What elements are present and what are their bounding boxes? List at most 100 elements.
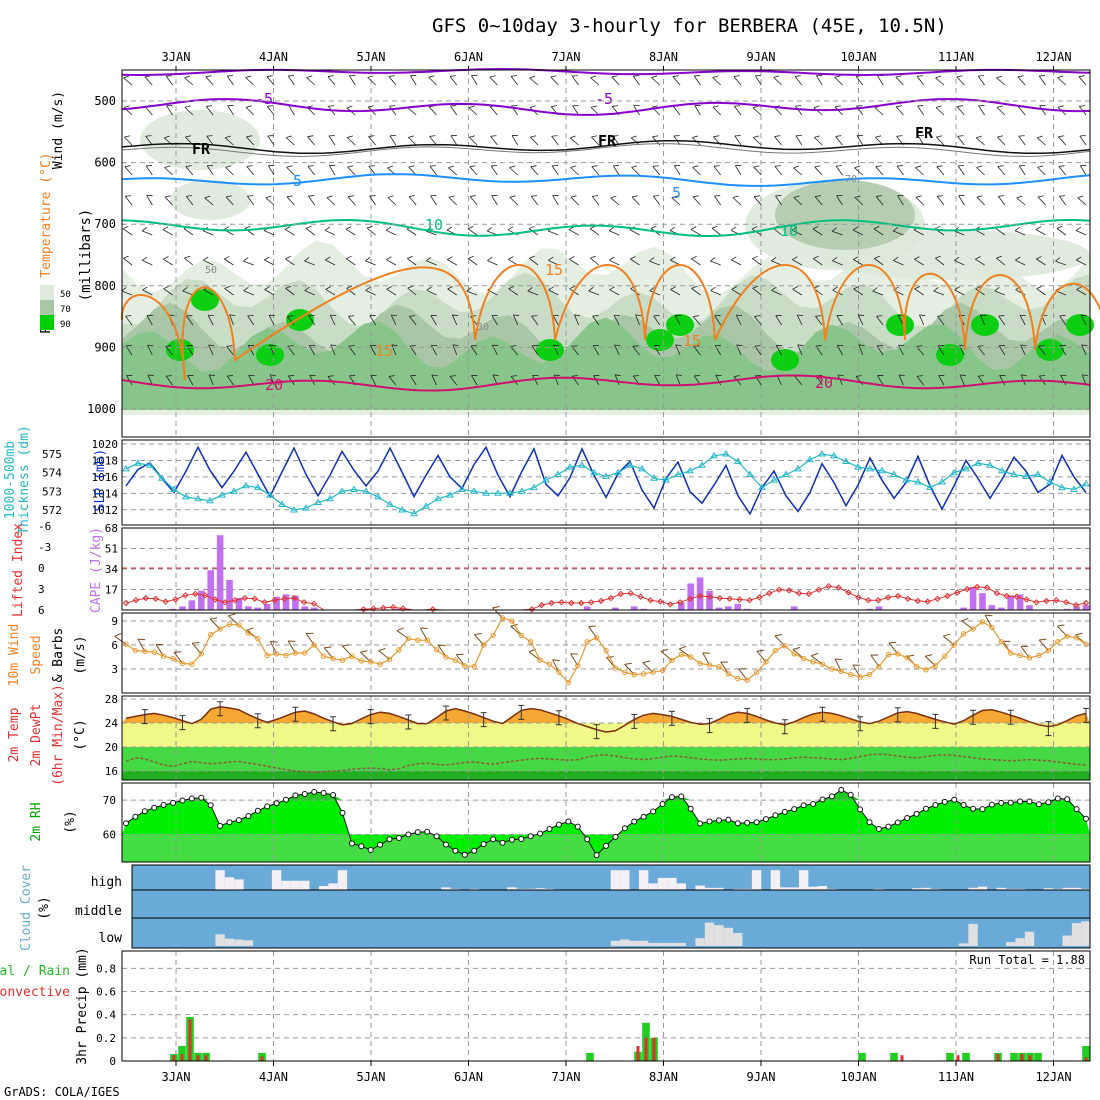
wind-barb-feather xyxy=(347,135,353,138)
wind-barb xyxy=(1080,314,1087,326)
rh-marker xyxy=(330,792,337,798)
wind-barb-feather xyxy=(529,105,536,108)
cape-bar xyxy=(743,608,751,610)
wind-barb-feather xyxy=(1081,344,1088,347)
wind-barb-staff xyxy=(243,290,254,296)
wind-barb-feather xyxy=(146,165,152,167)
wind-barb xyxy=(307,135,316,146)
wind-barb-feather xyxy=(752,285,759,289)
wind-barb-feather xyxy=(934,225,941,230)
wind-barb xyxy=(224,285,234,296)
wind10m-frame xyxy=(121,612,1091,694)
wind-barb-feather xyxy=(471,375,478,376)
wind-barb xyxy=(553,344,560,356)
wind-barb-staff xyxy=(530,196,539,206)
wind-barb-feather xyxy=(1039,75,1046,77)
wind-barb-feather xyxy=(267,135,274,137)
wind-barb-staff xyxy=(185,166,194,176)
temp-minmax-bar xyxy=(894,707,901,723)
wind-barb-staff xyxy=(529,77,539,86)
wind-barb xyxy=(957,165,965,176)
sfc-wind-barb-feather xyxy=(792,647,801,650)
wind-barb-staff xyxy=(672,76,681,86)
wind-barb-feather xyxy=(328,135,335,137)
sfc-wind-barb-feather xyxy=(420,627,428,630)
wind-barb-staff xyxy=(408,137,417,146)
wind-tick-label: 9 xyxy=(111,615,118,628)
wind-barb xyxy=(552,314,559,326)
wind-barb-staff xyxy=(754,316,762,326)
rh-marker xyxy=(443,841,449,848)
wind-barb-feather xyxy=(184,105,191,108)
wind-barb xyxy=(834,75,843,86)
sfc-wind-barb-feather xyxy=(702,652,710,654)
sfc-wind-barb-feather xyxy=(1021,645,1029,648)
lifted-index-marker xyxy=(884,594,892,601)
wind-barb-feather xyxy=(914,256,920,260)
wind-barb-staff xyxy=(813,258,823,266)
wind-barb-staff xyxy=(531,315,539,326)
wind-speed-marker xyxy=(688,654,694,660)
wind-barb-feather xyxy=(431,344,438,346)
wind-barb xyxy=(408,135,417,146)
wind-barb xyxy=(269,344,276,356)
wind-barb xyxy=(368,165,376,176)
wind-barb xyxy=(609,256,620,266)
li-tick-label: -3 xyxy=(38,541,51,554)
slp-tick-label: 1016 xyxy=(92,471,119,484)
wind-speed-marker xyxy=(490,632,496,639)
thickness-marker xyxy=(974,459,982,466)
wind-barb-staff xyxy=(897,195,904,206)
contour-label: 20 xyxy=(815,374,833,392)
wind-barb-staff xyxy=(285,137,295,146)
lifted-index-marker xyxy=(261,599,268,606)
rh-marker xyxy=(584,836,591,843)
wind-barb xyxy=(813,255,823,266)
wind-barb-staff xyxy=(389,135,397,146)
wind-barb xyxy=(387,195,397,206)
wind-barb xyxy=(1078,75,1087,86)
wind-barb-staff xyxy=(795,135,803,146)
wind-barb-staff xyxy=(450,135,458,146)
wind-barb-feather xyxy=(813,255,819,259)
wind-barb xyxy=(511,135,519,146)
wind-barb-staff xyxy=(653,195,661,206)
wind-barb-feather xyxy=(752,105,759,109)
wind-barb-staff xyxy=(345,228,356,236)
sfc-wind-barb xyxy=(1056,624,1068,637)
thickness-marker xyxy=(194,494,202,502)
wind-barb xyxy=(1076,256,1087,266)
sfc-wind-barb xyxy=(774,633,786,647)
wind-barb xyxy=(996,255,1006,266)
thickness-marker xyxy=(146,461,154,468)
wind-barb xyxy=(124,165,133,176)
lifted-index-marker xyxy=(805,590,813,598)
rh-marker xyxy=(791,806,798,813)
wind-barb-staff xyxy=(857,314,864,326)
thickness-marker xyxy=(590,468,598,476)
wind-barb-staff xyxy=(794,76,803,86)
wind-barb-staff xyxy=(328,135,336,146)
wind-speed-marker xyxy=(876,663,882,670)
wind-barb-feather xyxy=(266,75,273,78)
thickness-marker xyxy=(602,472,610,479)
wind-barb-feather xyxy=(1036,285,1043,289)
wind-barb-staff xyxy=(1036,258,1046,266)
lifted-index-marker xyxy=(775,586,783,593)
wind-barb-staff xyxy=(649,290,660,296)
wind-barb xyxy=(264,286,275,296)
wind-speed-marker xyxy=(245,630,252,636)
rh-marker xyxy=(923,805,929,812)
sfc-wind-barb-feather xyxy=(660,648,669,652)
sfc-wind-barb-feather xyxy=(192,641,200,644)
rh-marker xyxy=(207,802,214,809)
wind-barb-staff xyxy=(631,196,640,206)
freezing-level-line xyxy=(121,139,1091,155)
wind-barb-feather xyxy=(669,226,676,231)
lifted-index-marker xyxy=(548,599,555,607)
wind-barb-feather xyxy=(1080,165,1087,167)
rh-marker xyxy=(1017,798,1024,805)
wind-barb xyxy=(165,75,173,86)
wind-barb xyxy=(229,314,236,326)
wind-barb-feather xyxy=(492,344,499,347)
